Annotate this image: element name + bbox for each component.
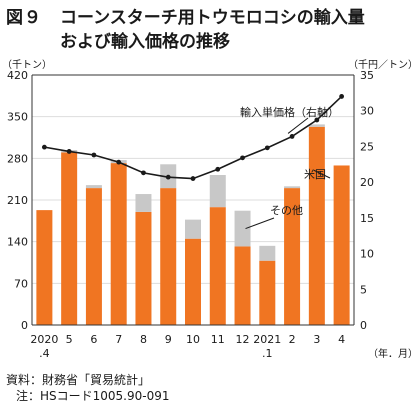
bar-us [135,211,152,325]
bar-us [259,260,276,325]
x-tick-label: 6 [90,333,97,346]
x-tick-label: 5 [66,333,73,346]
price-point [289,134,295,139]
price-point [141,170,146,176]
bar-us [284,188,301,325]
x-axis-unit-label: （年．月） [368,347,418,360]
x-tick-label: 11 [211,333,225,346]
price-point [264,145,270,151]
bar-other [85,185,102,189]
x-tick-label: 2 [289,333,296,346]
price-point [116,159,122,165]
bar-us [333,165,350,325]
bar-us [110,163,127,325]
price-point [215,166,221,172]
bar-us [234,246,251,325]
y-left-tick-label: 0 [21,319,28,332]
y-left-tick-label: 280 [7,152,28,165]
source-note: 資料：財務省「貿易統計」 [6,373,151,387]
x-tick-label: 9 [165,333,172,346]
annotation-price-leader [287,117,309,134]
y-left-tick-label: 420 [7,69,28,82]
axes [31,74,355,326]
x-tick-label: 3 [313,333,320,346]
y-right-tick-label: 0 [360,319,367,332]
bar-us [160,188,177,325]
x-tick-label: 2020 [30,333,58,346]
bar-us [185,238,201,325]
annotations: 輸入単価格（右軸） その他 米国 [240,105,339,230]
y-right-tick-label: 20 [360,176,374,189]
price-point [41,144,47,150]
footnote: 注：HSコード1005.90-091 [16,389,170,403]
y-right-tick-label: 15 [360,212,374,225]
figure-title-line2: および輸入価格の推移 [60,32,230,52]
bar-us [85,188,102,325]
price-point [91,152,97,158]
y-left-tick-label: 210 [7,194,28,207]
y-left-axis-label: （千トン） [2,59,52,71]
price-point [240,155,245,161]
annotation-other-leader [245,217,275,230]
y-right-tick-label: 25 [360,140,374,153]
price-point [339,94,345,99]
x-tick-label: 12 [236,333,250,346]
figure-title-block: 図９ コーンスターチ用トウモロコシの輸入量 および輸入価格の推移 [6,3,416,54]
y-left-tick-label: 70 [14,277,28,290]
x-tick-label: .4 [39,347,50,360]
x-tick-label: 8 [140,333,147,346]
figure-number: 図９ [6,8,42,28]
price-point [165,174,171,180]
bar-us [36,210,53,325]
price-point [314,117,320,123]
x-tick-label: .1 [262,347,273,360]
bar-other [135,194,152,212]
x-tick-label: 2021 [253,333,281,346]
bar-other [284,186,301,189]
price-line-group [41,94,345,181]
bar-us [308,126,325,326]
bar-other [234,210,251,247]
x-tick-label: 7 [115,333,122,346]
y-right-tick-label: 30 [360,105,374,118]
bar-other [259,245,276,261]
y-right-axis-label: （千円／トン） [348,59,418,71]
price-point [190,176,196,181]
bar-us [61,152,78,325]
bar-other [308,124,325,127]
x-tick-label: 4 [338,333,345,346]
annotation-us-leader [313,169,331,179]
y-right-tick-label: 10 [360,248,374,261]
y-right-tick-label: 5 [360,283,367,296]
bars [36,124,350,326]
y-left-tick-label: 140 [7,236,28,249]
x-tick-label: 10 [186,333,200,346]
price-point [66,149,72,154]
y-right-tick-label: 35 [360,69,374,82]
bar-other [185,219,201,239]
annotation-price-line: 輸入単価格（右軸） [240,105,339,119]
figure-title-line1: コーンスターチ用トウモロコシの輸入量 [60,8,365,28]
annotation-other: その他 [270,204,303,217]
annotation-us: 米国 [304,168,326,181]
bar-other [209,175,226,208]
bar-us [209,207,226,325]
y-left-tick-label: 350 [7,111,28,124]
